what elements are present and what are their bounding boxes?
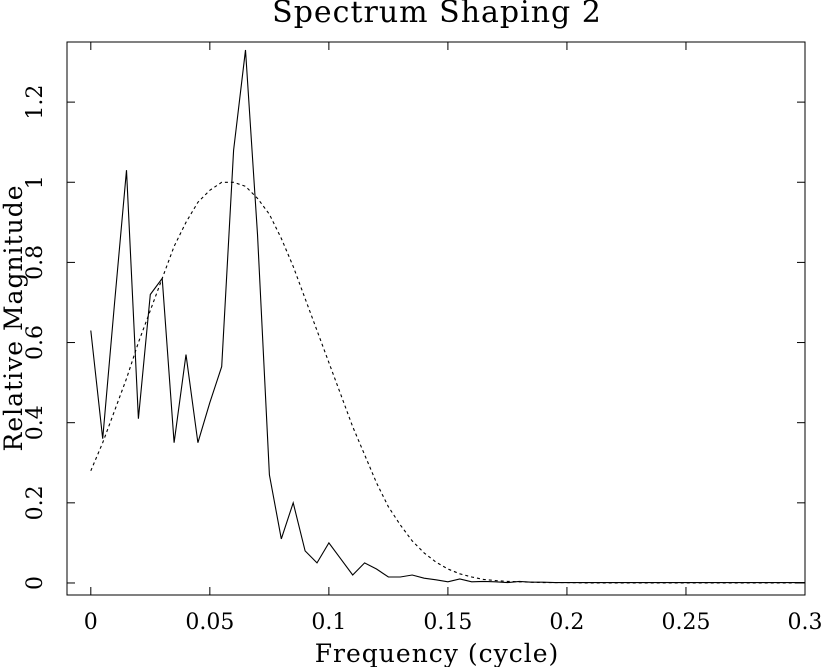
x-tick-label: 0.05	[185, 610, 234, 635]
x-axis: 0 0.05 0.1 0.15 0.2 0.25 0.3	[84, 42, 823, 635]
y-tick-label: 0.6	[23, 325, 48, 360]
x-tick-label: 0	[84, 610, 98, 635]
y-tick-label: 0.2	[23, 485, 48, 520]
x-tick-label: 0.1	[311, 610, 346, 635]
x-tick-label: 0.25	[661, 610, 710, 635]
x-tick-label: 0.15	[423, 610, 472, 635]
x-tick-label: 0.2	[549, 610, 584, 635]
x-tick-label: 0.3	[788, 610, 823, 635]
y-tick-label: 1	[23, 175, 48, 189]
plot-frame	[66, 41, 806, 596]
y-tick-label: 0.4	[23, 405, 48, 440]
series-layer	[90, 49, 805, 584]
y-tick-label: 0	[23, 576, 48, 590]
chart-title: Spectrum Shaping 2	[272, 0, 602, 30]
y-axis: 0 0.2 0.4 0.6 0.8 1 1.2	[23, 85, 805, 590]
series-line-solid	[90, 49, 805, 584]
series-line-dashed	[90, 181, 805, 584]
y-tick-label: 0.8	[23, 245, 48, 280]
x-axis-label: Frequency (cycle)	[315, 639, 560, 667]
y-tick-label: 1.2	[23, 85, 48, 120]
y-axis-label: Relative Magnitude	[0, 185, 28, 452]
